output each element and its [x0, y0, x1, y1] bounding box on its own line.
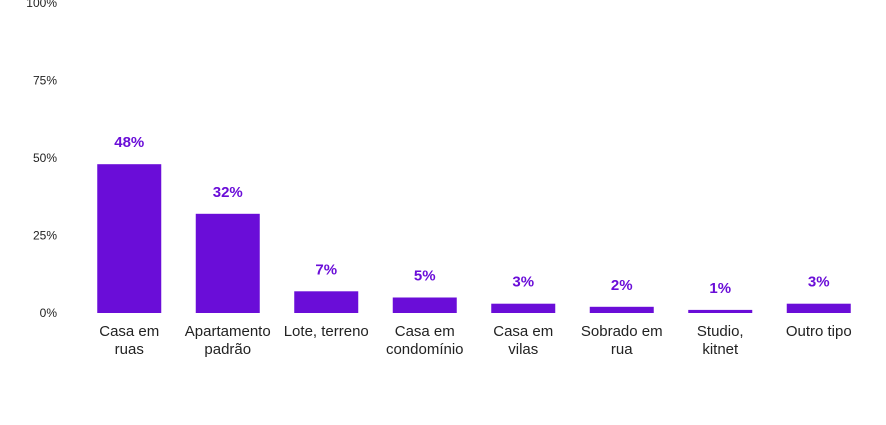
x-tick-label-line: vilas: [508, 341, 538, 358]
x-tick-label-line: rua: [611, 341, 633, 358]
bars: [97, 164, 851, 313]
x-tick-label-line: padrão: [204, 341, 251, 358]
data-label: 5%: [414, 268, 436, 285]
y-tick-label: 0%: [40, 306, 58, 320]
x-tick-label: Lote, terreno: [284, 323, 369, 340]
data-label: 7%: [315, 261, 337, 278]
bar: [491, 303, 556, 313]
data-label: 3%: [808, 274, 830, 291]
data-label: 2%: [611, 277, 633, 294]
x-tick-label-line: Lote, terreno: [284, 323, 369, 340]
x-tick-label: Casa em vilas: [493, 323, 553, 358]
bar: [589, 306, 654, 313]
data-labels: 48% 32% 7% 5% 3% 2% 1% 3%: [114, 134, 829, 297]
x-tick-label-line: Casa em: [395, 323, 455, 340]
bar: [688, 309, 753, 313]
x-tick-label-line: Apartamento: [185, 323, 271, 340]
data-label: 32%: [213, 184, 243, 201]
x-tick-label-line: ruas: [115, 341, 144, 358]
x-tick-label: Studio, kitnet: [697, 323, 744, 358]
x-tick-label-line: Casa em: [493, 323, 553, 340]
y-tick-label: 75%: [33, 74, 57, 88]
data-label: 1%: [709, 280, 731, 297]
x-tick-label: Sobrado em rua: [581, 323, 663, 358]
y-axis: 0% 25% 50% 75% 100%: [26, 0, 57, 320]
bar: [786, 303, 851, 313]
bar: [97, 164, 162, 313]
data-label: 3%: [512, 274, 534, 291]
bar: [195, 213, 260, 313]
data-label: 48%: [114, 134, 144, 151]
bar: [294, 291, 359, 313]
x-tick-label-line: Sobrado em: [581, 323, 663, 340]
bar: [392, 297, 457, 313]
x-tick-label-line: Studio,: [697, 323, 744, 340]
x-tick-label-line: Outro tipo: [786, 323, 852, 340]
y-tick-label: 25%: [33, 229, 57, 243]
y-tick-label: 100%: [26, 0, 57, 10]
x-tick-label: Outro tipo: [786, 323, 852, 340]
x-tick-label-line: condomínio: [386, 341, 464, 358]
x-tick-label: Casa em ruas: [99, 323, 159, 358]
x-tick-label-line: kitnet: [702, 341, 739, 358]
x-tick-label-line: Casa em: [99, 323, 159, 340]
x-tick-label: Apartamento padrão: [185, 323, 271, 358]
x-tick-label: Casa em condomínio: [386, 323, 464, 358]
y-tick-label: 50%: [33, 151, 57, 165]
